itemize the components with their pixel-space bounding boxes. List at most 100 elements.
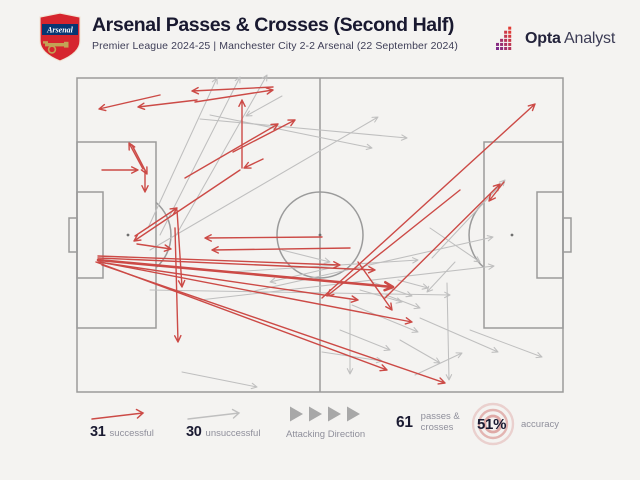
header: Arsenal Arsenal Passes & Crosses (Second…: [0, 0, 640, 70]
legend-total: 61 passes & crosses: [396, 411, 460, 434]
pass-arrow-successful: [97, 261, 359, 303]
opta-bar-dot: [496, 42, 500, 46]
successful-label: successful: [109, 428, 154, 439]
penalty-spot-left: [126, 233, 130, 237]
legend-accuracy: 51% accuracy: [470, 401, 590, 449]
pass-arrow-successful: [128, 142, 144, 170]
center-spot: [318, 233, 322, 237]
pass-arrow-unsuccessful: [174, 74, 268, 238]
unsuccessful-label: unsuccessful: [205, 428, 261, 439]
brand-bold: Opta: [525, 29, 561, 47]
brand-light: Analyst: [564, 29, 616, 47]
pass-arrow-successful: [238, 99, 246, 169]
pass-arrow-successful: [243, 158, 264, 169]
title-block: Arsenal Passes & Crosses (Second Half) P…: [92, 14, 492, 52]
crest-cannon: [43, 41, 69, 54]
pass-arrow-successful: [321, 103, 536, 299]
pass-arrow-unsuccessful: [249, 235, 494, 293]
pass-arrow-successful: [357, 261, 393, 311]
pass-arrow-successful: [97, 257, 376, 274]
total-label-line1: passes &: [420, 411, 460, 422]
crest-text: Arsenal: [46, 26, 74, 35]
opta-analyst-logo: Opta Analyst: [496, 26, 615, 51]
pass-arrow-successful: [141, 169, 149, 193]
crest-band: [42, 24, 78, 35]
legend-attacking-direction: Attacking Direction: [286, 406, 365, 440]
legend: 31 successful 30 unsuccessful Attacking …: [0, 400, 640, 460]
opta-bar-dot: [504, 34, 508, 38]
crest-shield: [39, 12, 81, 62]
legend-successful: 31 successful: [90, 408, 154, 440]
unsuccessful-count: 30: [186, 424, 202, 440]
arsenal-crest-logo: Arsenal: [39, 12, 81, 62]
opta-bar-dot: [500, 46, 504, 50]
attacking-direction-chevrons-icon: [289, 406, 360, 422]
pass-arrow-successful: [98, 94, 161, 112]
pass-arrow-successful: [211, 246, 351, 254]
accuracy-label: accuracy: [521, 419, 560, 430]
pass-arrow-successful: [137, 99, 198, 110]
pass-arrow-unsuccessful: [269, 267, 331, 284]
pass-arrow-unsuccessful: [429, 227, 481, 263]
pass-arrow-successful: [184, 123, 279, 179]
pass-arrow-successful: [194, 87, 274, 103]
pass-arrow-unsuccessful: [346, 299, 354, 375]
pass-arrow-successful: [133, 169, 241, 242]
pass-arrow-successful: [131, 144, 148, 175]
pass-arrow-unsuccessful: [199, 118, 408, 141]
pass-arrow-successful: [232, 119, 296, 153]
pass-arrow-unsuccessful: [351, 304, 419, 333]
pitch-passes-layer: [95, 74, 543, 390]
opta-bar-dot: [508, 30, 512, 34]
pass-arrow-successful: [134, 207, 178, 237]
page-title: Arsenal Passes & Crosses (Second Half): [92, 14, 454, 36]
attacking-direction-label: Attacking Direction: [286, 429, 366, 440]
goal-area-right: [536, 191, 564, 279]
pass-arrow-successful: [101, 264, 446, 385]
opta-analyst-wordmark: Opta Analyst: [525, 30, 615, 48]
pass-arrow-unsuccessful: [245, 95, 283, 117]
chevron-right-icon: [308, 406, 322, 422]
pass-arrow-unsuccessful: [149, 116, 379, 251]
pass-arrow-successful: [204, 234, 323, 242]
opta-bar-dot: [500, 38, 504, 42]
goal-right: [562, 217, 572, 253]
opta-bar-dot: [504, 46, 508, 50]
pass-arrow-successful: [99, 261, 413, 325]
pass-arrow-successful: [174, 227, 182, 343]
chevron-right-icon: [327, 406, 341, 422]
pass-arrow-unsuccessful: [371, 281, 413, 298]
pass-arrow-unsuccessful: [149, 289, 451, 299]
pass-arrow-unsuccessful: [339, 329, 391, 352]
opta-bars-icon: [496, 26, 512, 50]
opta-bar-dot: [508, 26, 512, 30]
legend-unsuccessful: 30 unsuccessful: [186, 408, 260, 440]
pass-arrow-successful: [136, 243, 172, 252]
pass-arrow-unsuccessful: [469, 329, 543, 359]
opta-bar-dot: [504, 30, 508, 34]
accuracy-value: 51%: [477, 416, 507, 433]
pass-arrow-unsuccessful: [209, 114, 373, 151]
successful-count: 31: [90, 424, 106, 440]
chevron-right-icon: [346, 406, 360, 422]
pass-arrow-unsuccessful: [426, 261, 456, 293]
unsuccessful-arrow-icon: [187, 408, 241, 420]
pass-arrow-unsuccessful: [359, 289, 403, 304]
pass-arrow-unsuccessful: [445, 282, 453, 381]
pass-arrow-successful: [488, 181, 505, 202]
pass-arrow-successful: [95, 261, 388, 372]
pass-arrow-unsuccessful: [419, 317, 499, 353]
pass-arrow-unsuccessful: [147, 77, 218, 229]
pass-arrow-unsuccessful: [181, 371, 258, 390]
goal-left: [68, 217, 78, 253]
opta-bar-dot: [508, 42, 512, 46]
successful-arrow-icon: [91, 408, 145, 420]
goal-area-left: [76, 191, 104, 279]
opta-bar-dot: [508, 34, 512, 38]
total-count: 61: [396, 413, 413, 431]
pass-arrow-successful: [101, 166, 139, 174]
center-circle: [276, 191, 364, 279]
opta-bar-dot: [500, 42, 504, 46]
opta-bar-dot: [504, 38, 508, 42]
